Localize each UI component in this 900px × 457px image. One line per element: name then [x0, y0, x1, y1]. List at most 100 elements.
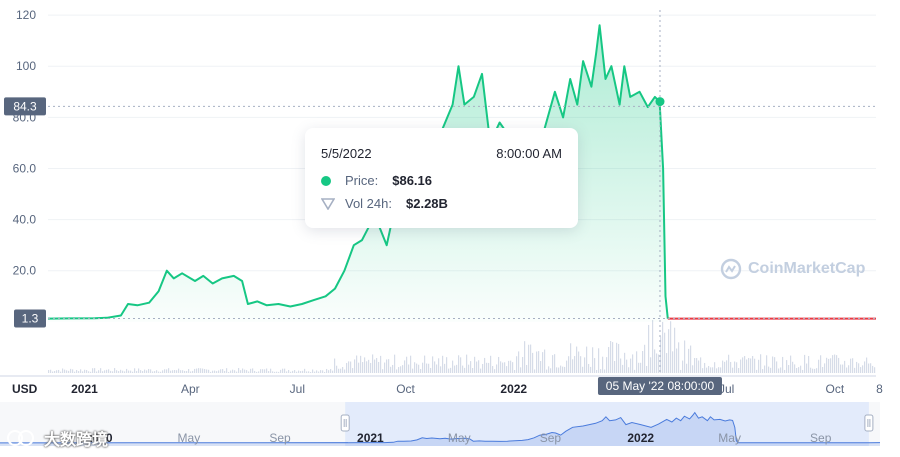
volume-bar: [524, 341, 526, 373]
volume-bar: [570, 343, 572, 373]
volume-bar: [788, 365, 790, 373]
volume-bar: [514, 369, 516, 373]
volume-bar: [764, 365, 766, 373]
volume-bar: [168, 368, 170, 373]
volume-bar: [618, 343, 620, 373]
tooltip-price-label: Price:: [345, 173, 379, 188]
volume-bar: [332, 370, 334, 373]
brand-logo-icon: [7, 430, 34, 446]
volume-bar: [100, 368, 102, 373]
volume-bar: [180, 370, 182, 373]
volume-bar: [344, 369, 346, 373]
navigator-label: May: [178, 431, 201, 445]
volume-bar: [372, 354, 374, 373]
volume-bar: [604, 369, 606, 373]
volume-bar: [670, 321, 672, 373]
volume-bar: [814, 368, 816, 373]
volume-bar: [398, 367, 400, 373]
crosshair-y-badge: [4, 97, 46, 116]
crosshair-x-label: 05 May '22 08:00:00: [606, 379, 715, 393]
navigator-label: 2021: [357, 431, 384, 445]
volume-bar: [340, 368, 342, 373]
volume-bar: [738, 368, 740, 373]
volume-bar: [634, 369, 636, 373]
volume-bar: [206, 369, 208, 373]
volume-bar: [490, 355, 492, 373]
volume-bar: [154, 371, 156, 373]
tooltip-volume-row: Vol 24h: $2.28B: [321, 196, 448, 211]
volume-bar: [716, 368, 718, 373]
volume-bar: [384, 362, 386, 373]
volume-bar: [498, 356, 500, 373]
volume-bar: [430, 367, 432, 373]
crosshair-y-label: 84.3: [13, 99, 37, 113]
volume-bar: [870, 363, 872, 373]
volume-bar: [810, 367, 812, 373]
volume-bar: [860, 367, 862, 373]
volume-bar: [164, 369, 166, 373]
volume-bar: [780, 367, 782, 373]
volume-bar: [530, 344, 532, 373]
volume-bar: [736, 362, 738, 373]
volume-bar: [662, 321, 664, 373]
volume-bar: [98, 370, 100, 373]
volume-bar: [852, 358, 854, 373]
volume-bar: [146, 370, 148, 373]
volume-bar: [382, 369, 384, 373]
volume-bar: [460, 357, 462, 373]
volume-bar: [580, 356, 582, 373]
volume-bar: [488, 362, 490, 373]
volume-bar: [326, 368, 328, 373]
volume-bar: [194, 368, 196, 373]
volume-bar: [592, 347, 594, 373]
volume-bar: [142, 371, 144, 373]
volume-bar: [160, 371, 162, 373]
volume-bar: [316, 370, 318, 373]
volume-bar: [676, 348, 678, 373]
volume-bar: [312, 369, 314, 373]
volume-bar: [390, 366, 392, 373]
volume-bar: [666, 353, 668, 373]
volume-bar: [454, 365, 456, 373]
volume-bar: [102, 371, 104, 373]
tooltip-time: 8:00:00 AM: [496, 146, 562, 161]
price-area: [48, 25, 668, 322]
volume-bar: [394, 354, 396, 373]
volume-bar: [190, 371, 192, 373]
volume-bar: [668, 329, 670, 373]
volume-bar: [748, 357, 750, 373]
volume-bar: [472, 368, 474, 373]
volume-bar: [230, 370, 232, 373]
volume-bar: [752, 356, 754, 373]
volume-bar: [602, 356, 604, 373]
volume-bar: [612, 342, 614, 373]
volume-bar: [722, 360, 724, 373]
navigator-handle-right[interactable]: [864, 414, 874, 432]
volume-bar: [400, 366, 402, 373]
volume-bar: [470, 361, 472, 373]
volume-bar: [640, 362, 642, 373]
volume-bar: [426, 363, 428, 373]
volume-bar: [212, 370, 214, 373]
crosshair-x-badge: [597, 377, 722, 395]
volume-bar: [818, 359, 820, 373]
volume-bar: [424, 355, 426, 373]
volume-bar: [726, 360, 728, 373]
volume-bar: [286, 371, 288, 373]
navigator-handle-left[interactable]: [340, 414, 350, 432]
volume-bar: [540, 361, 542, 373]
volume-bar: [72, 369, 74, 373]
volume-bar: [864, 361, 866, 373]
volume-bar: [324, 371, 326, 373]
volume-bar: [830, 358, 832, 373]
volume-bar: [468, 364, 470, 373]
volume-bar: [70, 368, 72, 373]
volume-bar: [428, 363, 430, 373]
navigator-label: 2020: [86, 431, 113, 445]
volume-bar: [354, 359, 356, 373]
volume-bar: [562, 366, 564, 373]
volume-bar: [642, 350, 644, 373]
volume-bar: [452, 360, 454, 373]
volume-bar: [238, 368, 240, 373]
